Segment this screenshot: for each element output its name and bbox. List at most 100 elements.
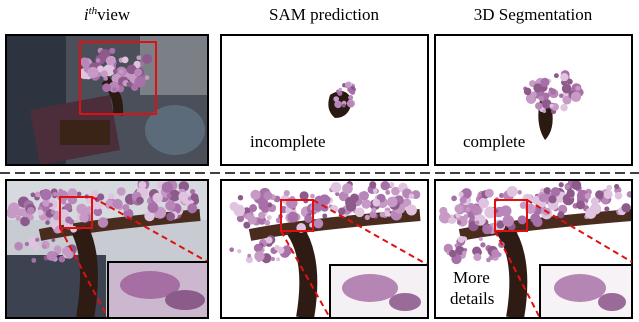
blossom: [385, 190, 390, 195]
blossom: [136, 55, 141, 60]
blossom: [551, 187, 561, 197]
blossom: [51, 210, 56, 215]
blossom: [480, 242, 485, 247]
blossom: [565, 184, 570, 189]
blossom: [134, 68, 142, 76]
blossom: [335, 192, 339, 196]
blossom: [34, 245, 39, 250]
blossom: [310, 194, 315, 199]
blossom: [486, 258, 491, 263]
blossom: [49, 203, 53, 207]
blossom: [319, 194, 330, 205]
blossom: [76, 204, 87, 215]
blossom: [25, 242, 29, 246]
blossom: [38, 210, 44, 216]
blossom: [458, 192, 463, 197]
blossom: [530, 213, 540, 223]
blossom: [361, 199, 371, 209]
blossom: [119, 69, 124, 74]
blossom: [285, 245, 289, 249]
blossom: [264, 220, 270, 226]
panel-label: details: [450, 289, 494, 308]
blossom: [266, 237, 273, 244]
column-header: 3D Segmentation: [474, 5, 593, 24]
blossom: [145, 75, 150, 80]
blossom: [604, 190, 613, 199]
blossom: [18, 208, 26, 216]
blossom: [96, 58, 101, 63]
blossom: [540, 78, 549, 87]
blossom: [478, 198, 489, 209]
blossom: [140, 62, 144, 66]
blossom: [322, 214, 327, 219]
blossom: [381, 181, 390, 190]
blossom: [153, 193, 163, 203]
blossom: [42, 245, 46, 249]
blossom: [491, 249, 499, 257]
header-rest: view: [97, 5, 131, 24]
blossom: [136, 197, 144, 205]
blossom: [560, 73, 568, 81]
photo-view: [6, 35, 210, 165]
blossom: [507, 186, 518, 197]
blossom: [41, 241, 50, 250]
blossom: [451, 196, 457, 202]
blossom: [333, 96, 339, 102]
blossom: [117, 187, 126, 196]
blossom: [539, 194, 547, 202]
blossom: [482, 224, 492, 234]
blossom: [271, 257, 275, 261]
blossom: [535, 102, 542, 109]
blossom: [458, 236, 465, 243]
blossom: [502, 215, 514, 227]
blossom: [475, 221, 480, 226]
blossom: [77, 192, 82, 197]
blossom: [65, 251, 73, 259]
blossom: [31, 258, 36, 263]
blossom: [591, 197, 599, 205]
blossom: [264, 191, 273, 200]
blossom: [604, 206, 609, 211]
blossom: [138, 181, 146, 189]
blossom: [304, 215, 312, 223]
blossom: [448, 218, 453, 223]
blossom: [187, 203, 197, 213]
panel-label: incomplete: [250, 132, 326, 151]
blossom: [460, 197, 467, 204]
blossom: [59, 256, 66, 263]
column-header: ithview: [84, 5, 131, 24]
blossom: [331, 182, 342, 193]
blossom: [250, 190, 260, 200]
blossom: [79, 213, 89, 223]
blossom: [247, 254, 251, 258]
blossom: [127, 81, 133, 87]
blossom: [409, 193, 415, 199]
blossom: [338, 208, 345, 215]
blossom: [485, 189, 494, 198]
blossom: [106, 56, 115, 65]
blossom: [369, 181, 376, 188]
blossom: [288, 212, 299, 223]
blossom: [345, 82, 351, 88]
blossom: [80, 57, 89, 66]
blossom: [585, 208, 596, 219]
blossom: [277, 247, 284, 254]
blossom: [276, 257, 280, 261]
blossom: [542, 109, 546, 113]
blossom: [237, 249, 241, 253]
blossom: [466, 207, 470, 211]
blossom: [113, 69, 117, 73]
blossom: [122, 56, 129, 63]
blossom: [571, 92, 581, 102]
blossom: [134, 76, 145, 87]
blossom: [549, 104, 553, 108]
blossom: [254, 244, 263, 253]
blossom: [122, 204, 129, 211]
blossom: [108, 193, 114, 199]
blossom: [254, 251, 264, 261]
blossom: [449, 250, 457, 258]
inset-blossom: [598, 293, 626, 311]
blossom: [559, 182, 564, 187]
blossom: [166, 212, 175, 221]
inset-blossom: [165, 290, 205, 310]
